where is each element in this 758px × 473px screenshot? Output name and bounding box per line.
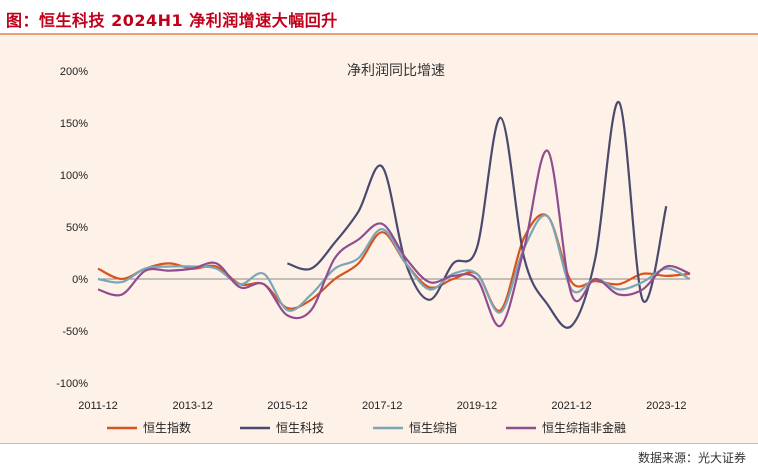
y-tick-label: 150% xyxy=(60,118,88,130)
y-tick-label: 0% xyxy=(72,274,88,286)
chart-title: 净利润同比增速 xyxy=(347,63,445,79)
chart-panel xyxy=(0,35,758,443)
legend-label: 恒生综指非金融 xyxy=(542,420,626,435)
legend-label: 恒生指数 xyxy=(143,420,191,435)
series-line-4 xyxy=(97,149,691,327)
y-tick-label: 100% xyxy=(60,170,88,182)
y-tick-label: 50% xyxy=(66,222,88,234)
series-line-2 xyxy=(287,101,668,329)
x-tick-label: 2017-12 xyxy=(362,400,402,412)
y-tick-label: 200% xyxy=(60,66,88,78)
y-tick-label: -50% xyxy=(62,326,88,338)
legend-label: 恒生综指 xyxy=(409,420,457,435)
legend-label: 恒生科技 xyxy=(276,421,324,435)
x-tick-label: 2015-12 xyxy=(267,400,307,412)
footer-divider xyxy=(0,443,758,444)
figure-title: 图：恒生科技 2024H1 净利润增速大幅回升 xyxy=(6,11,338,30)
header-divider xyxy=(0,33,758,35)
x-tick-label: 2019-12 xyxy=(457,400,497,412)
source-note: 数据来源：光大证券 xyxy=(637,451,746,465)
x-tick-label: 2023-12 xyxy=(646,400,686,412)
y-tick-label: -100% xyxy=(56,378,88,390)
series-line-1 xyxy=(97,213,691,312)
header: 图：恒生科技 2024H1 净利润增速大幅回升 xyxy=(0,0,758,34)
series-line-3 xyxy=(97,214,691,314)
x-tick-label: 2011-12 xyxy=(78,400,118,412)
x-tick-label: 2013-12 xyxy=(173,400,213,412)
x-tick-label: 2021-12 xyxy=(551,400,591,412)
